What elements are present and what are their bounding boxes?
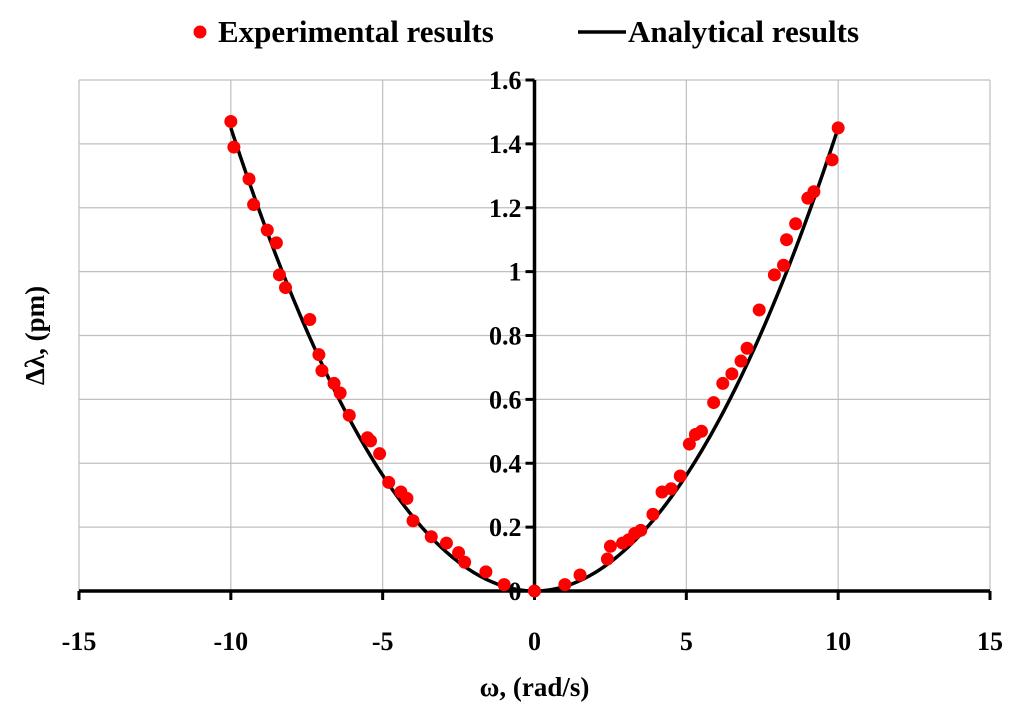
x-tick-label: 10 [825,627,851,656]
data-point [646,507,660,521]
legend-label-experimental: Experimental results [218,14,494,49]
data-point [400,491,414,505]
x-tick-label: -10 [213,627,248,656]
y-tick-label: 0 [509,577,522,606]
y-tick-label: 1.6 [489,66,522,95]
data-point [458,555,472,569]
data-point [406,514,420,528]
data-point [780,233,794,247]
data-point [673,469,687,483]
data-point [278,281,292,295]
data-point [373,447,387,461]
data-point [716,376,730,390]
data-point [664,482,678,496]
data-point [752,303,766,317]
data-point [734,354,748,368]
y-tick-label: 0.8 [489,322,522,351]
data-point [227,140,241,154]
data-point [573,568,587,582]
data-point [789,217,803,231]
data-point [247,198,261,212]
data-point [382,475,396,489]
data-point [260,223,274,237]
x-tick-label: 15 [977,627,1003,656]
data-point [303,313,317,327]
x-tick-label: -5 [372,627,394,656]
y-tick-label: 1.2 [489,194,522,223]
data-point [424,530,438,544]
y-axis-title: Δλ, (pm) [20,286,50,385]
data-point [707,396,721,410]
data-point [269,236,283,250]
data-point [364,434,378,448]
data-point [695,424,709,438]
data-point [740,341,754,355]
data-point [333,386,347,400]
data-point [682,437,696,451]
tick-labels: -15 -10 -5 0 5 10 15 0 0.2 0.4 0.6 0.8 1 1.2 1.4 1.6 [62,66,1003,656]
x-tick-label: 5 [680,627,693,656]
data-point [315,364,329,378]
y-tick-label: 0.2 [489,513,522,542]
data-point [603,539,617,553]
y-tick-label: 0.6 [489,385,522,414]
data-point [342,408,356,422]
data-point [725,367,739,381]
data-point [452,546,466,560]
data-point [497,578,511,592]
experimental-points-layer [224,115,845,598]
data-point [634,523,648,537]
data-point [600,552,614,566]
x-axis-title: ω, (rad/s) [480,672,590,702]
legend-label-analytical: Analytical results [628,14,859,49]
data-point [528,584,541,598]
y-tick-label: 1.4 [489,130,522,159]
data-point [327,376,341,390]
y-tick-label: 0.4 [489,449,522,478]
data-point [272,268,286,282]
data-point [479,565,493,579]
data-point [807,185,821,199]
data-point [831,121,845,135]
data-point [825,153,839,167]
x-tick-label: 0 [528,627,541,656]
data-point [224,115,238,129]
data-point [767,268,781,282]
x-tick-label: -15 [62,627,97,656]
legend-marker-experimental [193,25,207,39]
legend: Experimental results Analytical results [193,14,859,49]
data-point [558,578,572,592]
y-tick-label: 1 [509,258,522,287]
data-point [312,348,326,362]
data-point [242,172,256,186]
data-point [777,258,791,272]
axes [77,78,992,600]
data-point [439,536,453,550]
